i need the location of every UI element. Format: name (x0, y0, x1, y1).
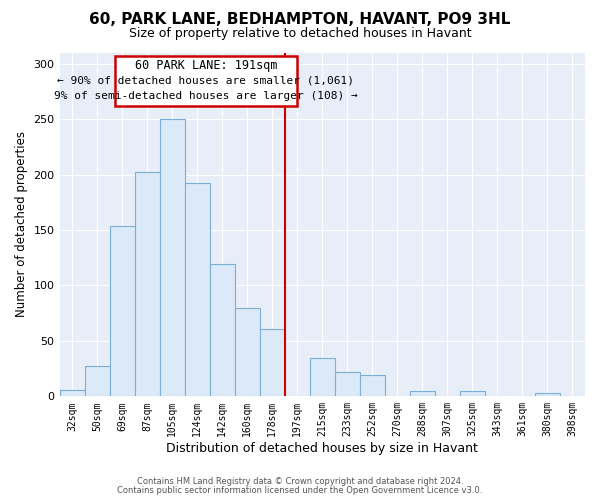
Bar (310, 358, 335, 397)
Text: 60, PARK LANE, BEDHAMPTON, HAVANT, PO9 3HL: 60, PARK LANE, BEDHAMPTON, HAVANT, PO9 3… (89, 12, 511, 28)
Bar (110, 226, 134, 396)
Bar (460, 391, 485, 396)
Bar (410, 391, 435, 396)
Bar (209, 264, 235, 396)
Y-axis label: Number of detached properties: Number of detached properties (15, 132, 28, 318)
Bar (260, 328, 285, 396)
Text: Size of property relative to detached houses in Havant: Size of property relative to detached ho… (128, 28, 472, 40)
Bar (85, 366, 110, 396)
Bar (360, 376, 385, 396)
Text: ← 90% of detached houses are smaller (1,061): ← 90% of detached houses are smaller (1,… (58, 75, 355, 85)
Bar (160, 119, 185, 396)
Bar (535, 393, 560, 396)
Bar (185, 184, 209, 396)
X-axis label: Distribution of detached houses by size in Havant: Distribution of detached houses by size … (166, 442, 478, 455)
Bar (235, 308, 260, 396)
Bar (134, 172, 160, 396)
Text: Contains public sector information licensed under the Open Government Licence v3: Contains public sector information licen… (118, 486, 482, 495)
Text: 9% of semi-detached houses are larger (108) →: 9% of semi-detached houses are larger (1… (54, 91, 358, 101)
Text: Contains HM Land Registry data © Crown copyright and database right 2024.: Contains HM Land Registry data © Crown c… (137, 477, 463, 486)
Bar (59, 390, 85, 396)
FancyBboxPatch shape (115, 56, 297, 106)
Text: 60 PARK LANE: 191sqm: 60 PARK LANE: 191sqm (134, 60, 277, 72)
Bar (335, 372, 360, 396)
